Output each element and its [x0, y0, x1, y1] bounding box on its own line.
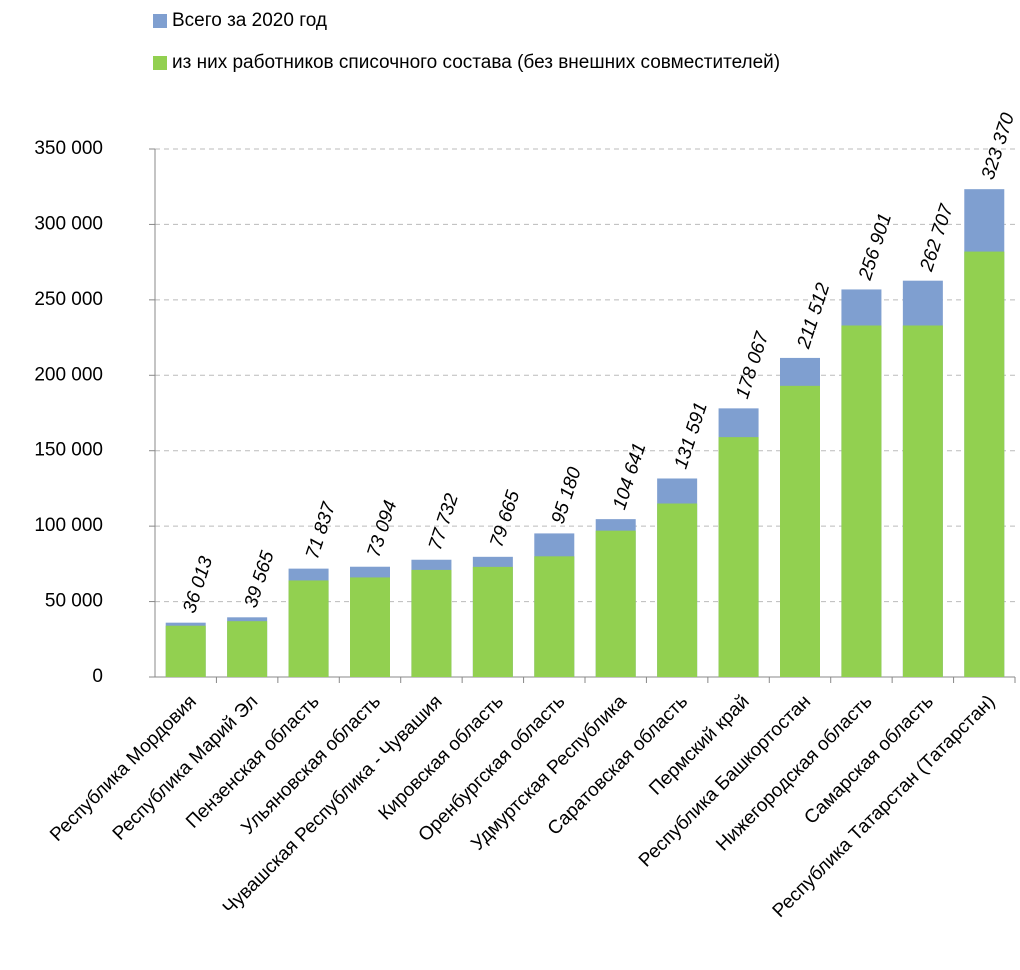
- value-label: 211 512: [793, 280, 834, 352]
- value-label: 178 067: [732, 328, 774, 401]
- bar: [657, 503, 698, 677]
- value-label: 36 013: [179, 554, 217, 616]
- bar: [411, 569, 452, 677]
- bar: [165, 625, 206, 677]
- bar: [534, 556, 575, 677]
- bar: [780, 385, 820, 677]
- bar: [841, 325, 882, 677]
- bar: [472, 566, 513, 677]
- y-tick-label: 250 000: [34, 289, 103, 310]
- bar: [718, 437, 759, 677]
- value-label: 323 370: [978, 110, 1019, 182]
- legend-swatch: [153, 14, 167, 28]
- bar: [595, 530, 636, 677]
- y-tick-label: 100 000: [34, 515, 103, 536]
- legend-label: Всего за 2020 год: [172, 10, 327, 31]
- legend-swatch: [153, 56, 167, 70]
- x-tick-label: Чувашская Республика - Чувашия: [219, 691, 447, 919]
- y-tick-label: 0: [92, 666, 103, 687]
- y-tick-label: 50 000: [45, 591, 103, 612]
- value-label: 131 591: [671, 400, 712, 472]
- legend-label: из них работников списочного состава (бе…: [172, 52, 780, 73]
- value-label: 79 665: [486, 488, 524, 550]
- value-label: 77 732: [425, 491, 463, 553]
- value-label: 262 707: [916, 201, 958, 275]
- value-label: 71 837: [302, 499, 340, 562]
- value-label: 95 180: [548, 464, 586, 526]
- bar: [227, 621, 268, 677]
- bar: [350, 577, 390, 677]
- value-label: 256 901: [855, 211, 897, 284]
- y-tick-label: 200 000: [34, 364, 103, 385]
- bar: [902, 325, 943, 677]
- y-tick-label: 300 000: [34, 213, 103, 234]
- y-tick-label: 150 000: [34, 440, 103, 461]
- value-label: 73 094: [364, 498, 402, 560]
- bar: [288, 580, 329, 677]
- y-tick-label: 350 000: [34, 138, 103, 159]
- bar: [964, 251, 1005, 677]
- x-tick-label: Республика Татарстан (Татарстан): [769, 691, 1000, 922]
